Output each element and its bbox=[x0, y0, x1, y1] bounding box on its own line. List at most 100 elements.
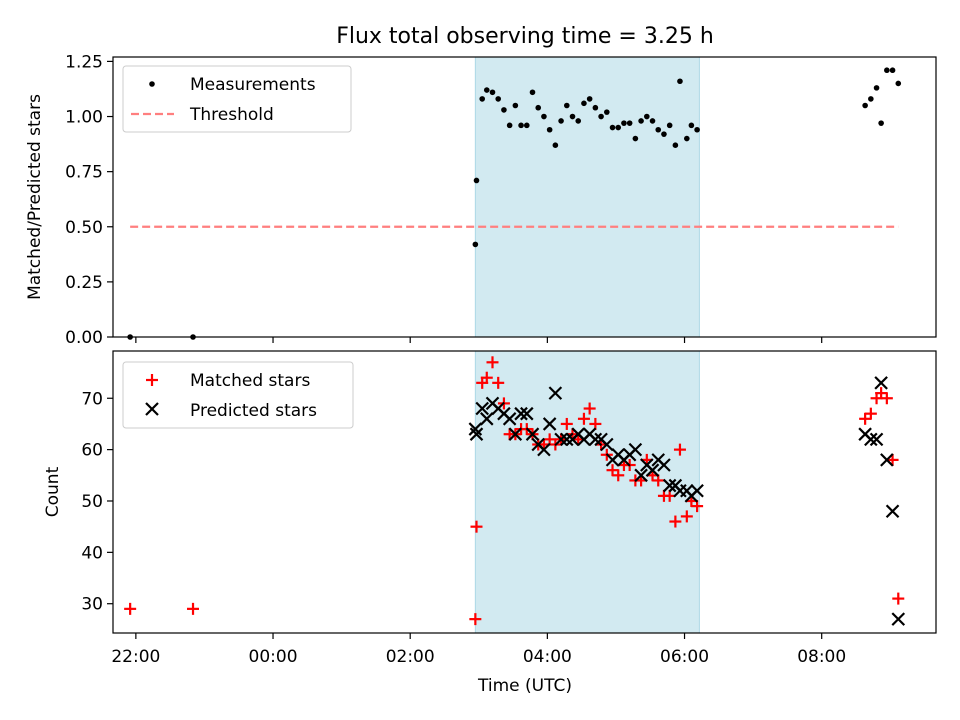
measurement-point bbox=[672, 142, 679, 148]
legend-measurements-label: Measurements bbox=[190, 75, 316, 95]
measurement-point bbox=[878, 120, 884, 126]
predicted-star-marker bbox=[560, 432, 574, 447]
measurement-point bbox=[535, 104, 542, 111]
predicted-star-marker bbox=[885, 504, 900, 519]
matched-star-marker bbox=[892, 592, 905, 605]
predicted-star-marker bbox=[469, 427, 484, 441]
predicted-star-marker bbox=[869, 432, 884, 447]
x-tick-label: 08:00 bbox=[797, 647, 846, 667]
matched-star-marker bbox=[680, 510, 693, 523]
measurement-point bbox=[581, 100, 587, 107]
bottom-axes-frame bbox=[112, 350, 937, 634]
bottom-x-ticks: 22:00 00:00 02:00 04:00 06:00 08:00 bbox=[111, 633, 846, 667]
y-tick-label: 0.25 bbox=[65, 273, 103, 293]
marker-stroke bbox=[508, 427, 523, 441]
measurement-point bbox=[489, 89, 496, 96]
predicted-star-marker bbox=[554, 432, 568, 447]
y-tick-label: 0.75 bbox=[65, 163, 103, 183]
top-x-ticks bbox=[135, 337, 823, 343]
matched-star-marker bbox=[124, 602, 137, 615]
measurement-point bbox=[684, 135, 690, 142]
x-tick-label: 00:00 bbox=[249, 647, 298, 667]
measurement-point bbox=[483, 87, 490, 93]
matched-star-marker bbox=[486, 356, 499, 369]
marker-stroke bbox=[475, 401, 489, 416]
y-tick-label: 0.00 bbox=[65, 328, 103, 348]
measurement-point bbox=[523, 122, 530, 129]
measurement-point bbox=[609, 124, 616, 131]
matched-star-marker bbox=[492, 376, 505, 389]
predicted-star-marker bbox=[514, 406, 528, 421]
marker-stroke bbox=[588, 432, 603, 447]
predicted-star-marker bbox=[690, 483, 704, 498]
measurement-point bbox=[604, 109, 610, 115]
top-axes-frame bbox=[112, 56, 937, 338]
matched-star-marker bbox=[187, 602, 200, 615]
measurement-point bbox=[677, 78, 683, 85]
y-tick-label: 30 bbox=[81, 595, 103, 615]
x-tick-label: 04:00 bbox=[523, 647, 572, 667]
marker-stroke bbox=[502, 412, 517, 426]
marker-stroke bbox=[885, 504, 900, 519]
measurement-point bbox=[644, 113, 650, 120]
predicted-star-marker bbox=[537, 442, 551, 457]
marker-stroke bbox=[537, 442, 551, 457]
marker-stroke bbox=[554, 432, 568, 447]
predicted-star-marker bbox=[662, 478, 677, 493]
marker-stroke bbox=[880, 453, 894, 467]
matched-star-marker bbox=[583, 402, 596, 415]
count-panel: 30 40 50 60 70 22:00 00:00 02:00 04:00 06:00 08:0… bbox=[43, 350, 937, 696]
marker-stroke bbox=[514, 406, 528, 421]
top-y-ticks: 0.00 0.25 0.50 0.75 1.00 1.25 bbox=[65, 52, 113, 348]
measurement-point bbox=[873, 85, 880, 91]
marker-stroke bbox=[869, 432, 884, 447]
predicted-star-marker bbox=[864, 432, 878, 447]
predicted-star-marker bbox=[508, 427, 523, 441]
marker-stroke bbox=[634, 468, 648, 483]
measurement-point bbox=[541, 113, 547, 120]
predicted-star-marker bbox=[634, 468, 648, 483]
marker-stroke bbox=[690, 483, 704, 498]
predicted-star-marker bbox=[657, 458, 671, 472]
x-axis-label: Time (UTC) bbox=[477, 676, 572, 696]
marker-stroke bbox=[662, 478, 677, 493]
observing-window-span bbox=[474, 350, 700, 634]
measurement-point bbox=[473, 177, 480, 184]
y-tick-label: 70 bbox=[81, 389, 103, 409]
measurement-point bbox=[638, 118, 644, 124]
matched-star-marker bbox=[577, 412, 590, 425]
measurements-panel: 0.00 0.25 0.50 0.75 1.00 1.25 Matched/Predict… bbox=[25, 52, 937, 348]
y-tick-label: 60 bbox=[81, 441, 103, 461]
predicted-star-marker bbox=[548, 386, 563, 400]
measurement-point bbox=[621, 120, 627, 126]
measurement-point bbox=[615, 124, 622, 131]
matched-star-marker bbox=[669, 515, 682, 528]
legend-predicted-label: Predicted stars bbox=[190, 401, 317, 421]
marker-stroke bbox=[600, 437, 614, 452]
legend-predicted-marker bbox=[145, 402, 159, 416]
x-tick-label: 02:00 bbox=[386, 647, 435, 667]
x-tick-label: 06:00 bbox=[660, 647, 709, 667]
marker-stroke bbox=[645, 463, 660, 477]
predicted-star-marker bbox=[874, 376, 888, 390]
top-legend-box bbox=[122, 65, 352, 133]
measurement-point bbox=[563, 102, 570, 109]
top-y-axis-label: Matched/Predicted stars bbox=[25, 94, 45, 300]
measurement-point bbox=[546, 126, 553, 133]
measurement-point bbox=[506, 122, 513, 129]
measurement-point bbox=[569, 113, 576, 120]
marker-stroke bbox=[480, 412, 494, 426]
measurement-point bbox=[688, 122, 695, 129]
measurement-point bbox=[512, 102, 519, 109]
matched-star-marker bbox=[470, 520, 483, 533]
measurement-point bbox=[884, 67, 890, 74]
predicted-star-points bbox=[468, 376, 906, 626]
top-legend: Measurements Threshold bbox=[122, 65, 352, 133]
measurement-point bbox=[495, 96, 502, 102]
y-tick-label: 1.00 bbox=[65, 108, 103, 128]
matched-star-marker bbox=[875, 387, 888, 400]
bottom-legend-box bbox=[122, 361, 354, 429]
predicted-star-marker bbox=[891, 612, 906, 626]
marker-stroke bbox=[560, 432, 574, 447]
legend-matched-label: Matched stars bbox=[190, 371, 310, 391]
